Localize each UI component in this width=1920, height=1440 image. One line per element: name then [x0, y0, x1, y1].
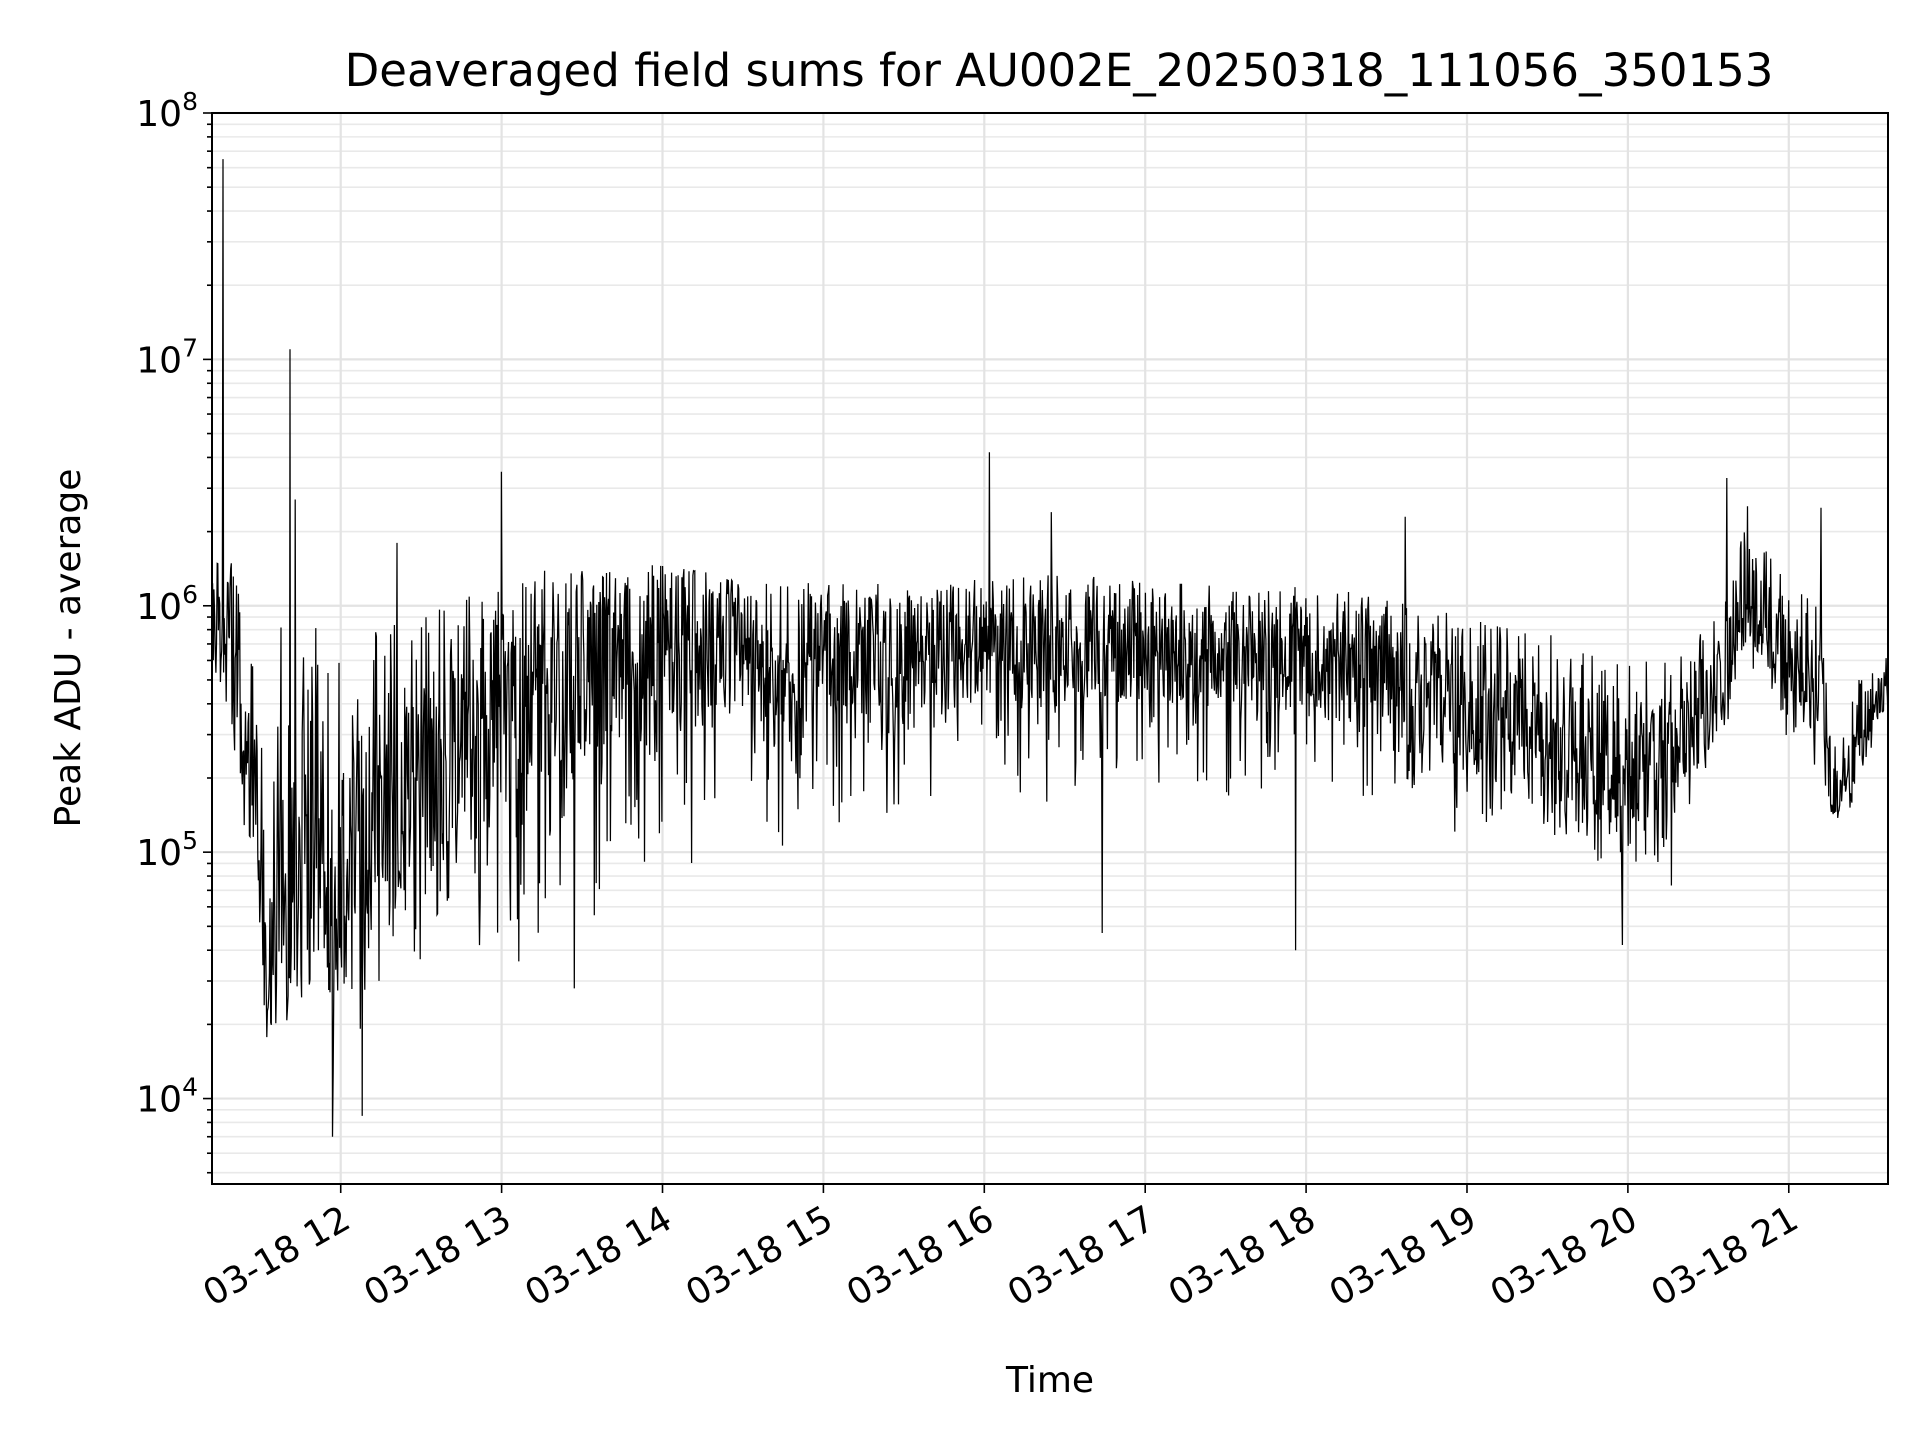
y-axis-label: Peak ADU - average — [48, 469, 89, 828]
x-tick-label: 03-18 14 — [518, 1198, 679, 1314]
y-tick-base: 10 — [136, 833, 182, 874]
series-line — [211, 159, 1889, 1137]
y-tick-exponent: 8 — [182, 87, 198, 116]
x-tick-label: 03-18 15 — [679, 1198, 840, 1314]
y-tick-exponent: 6 — [182, 580, 198, 609]
x-tick-label: 03-18 12 — [197, 1198, 358, 1314]
y-tick-exponent: 4 — [182, 1073, 198, 1102]
x-axis: 03-18 12 03-18 13 03-18 14 03-18 15 03-18 16… — [197, 1184, 1806, 1315]
x-tick-label: 03-18 13 — [357, 1198, 518, 1314]
x-axis-label: Time — [1005, 1360, 1094, 1401]
x-tick-label: 03-18 16 — [840, 1198, 1001, 1314]
y-tick-base: 10 — [136, 1080, 182, 1121]
x-tick-label: 03-18 18 — [1162, 1198, 1323, 1314]
y-tick-exponent: 5 — [182, 826, 198, 855]
y-tick-base: 10 — [136, 94, 182, 135]
x-tick-label: 03-18 19 — [1323, 1198, 1484, 1314]
x-tick-label: 03-18 17 — [1001, 1198, 1162, 1314]
grid — [212, 111, 1888, 1184]
plot-area — [211, 159, 1889, 1137]
y-tick-label: 106 — [136, 580, 198, 628]
y-tick-label: 105 — [136, 826, 198, 874]
x-tick-label: 03-18 21 — [1645, 1198, 1806, 1314]
y-tick-label: 108 — [136, 87, 198, 135]
y-tick-label: 107 — [136, 333, 198, 381]
y-tick-base: 10 — [136, 340, 182, 381]
chart-title: Deaveraged field sums for AU002E_2025031… — [345, 44, 1774, 97]
y-tick-base: 10 — [136, 587, 182, 628]
plot-frame — [211, 112, 1889, 1185]
y-tick-label: 104 — [136, 1073, 198, 1121]
y-tick-exponent: 7 — [182, 333, 198, 362]
x-tick-label: 03-18 20 — [1484, 1198, 1645, 1314]
